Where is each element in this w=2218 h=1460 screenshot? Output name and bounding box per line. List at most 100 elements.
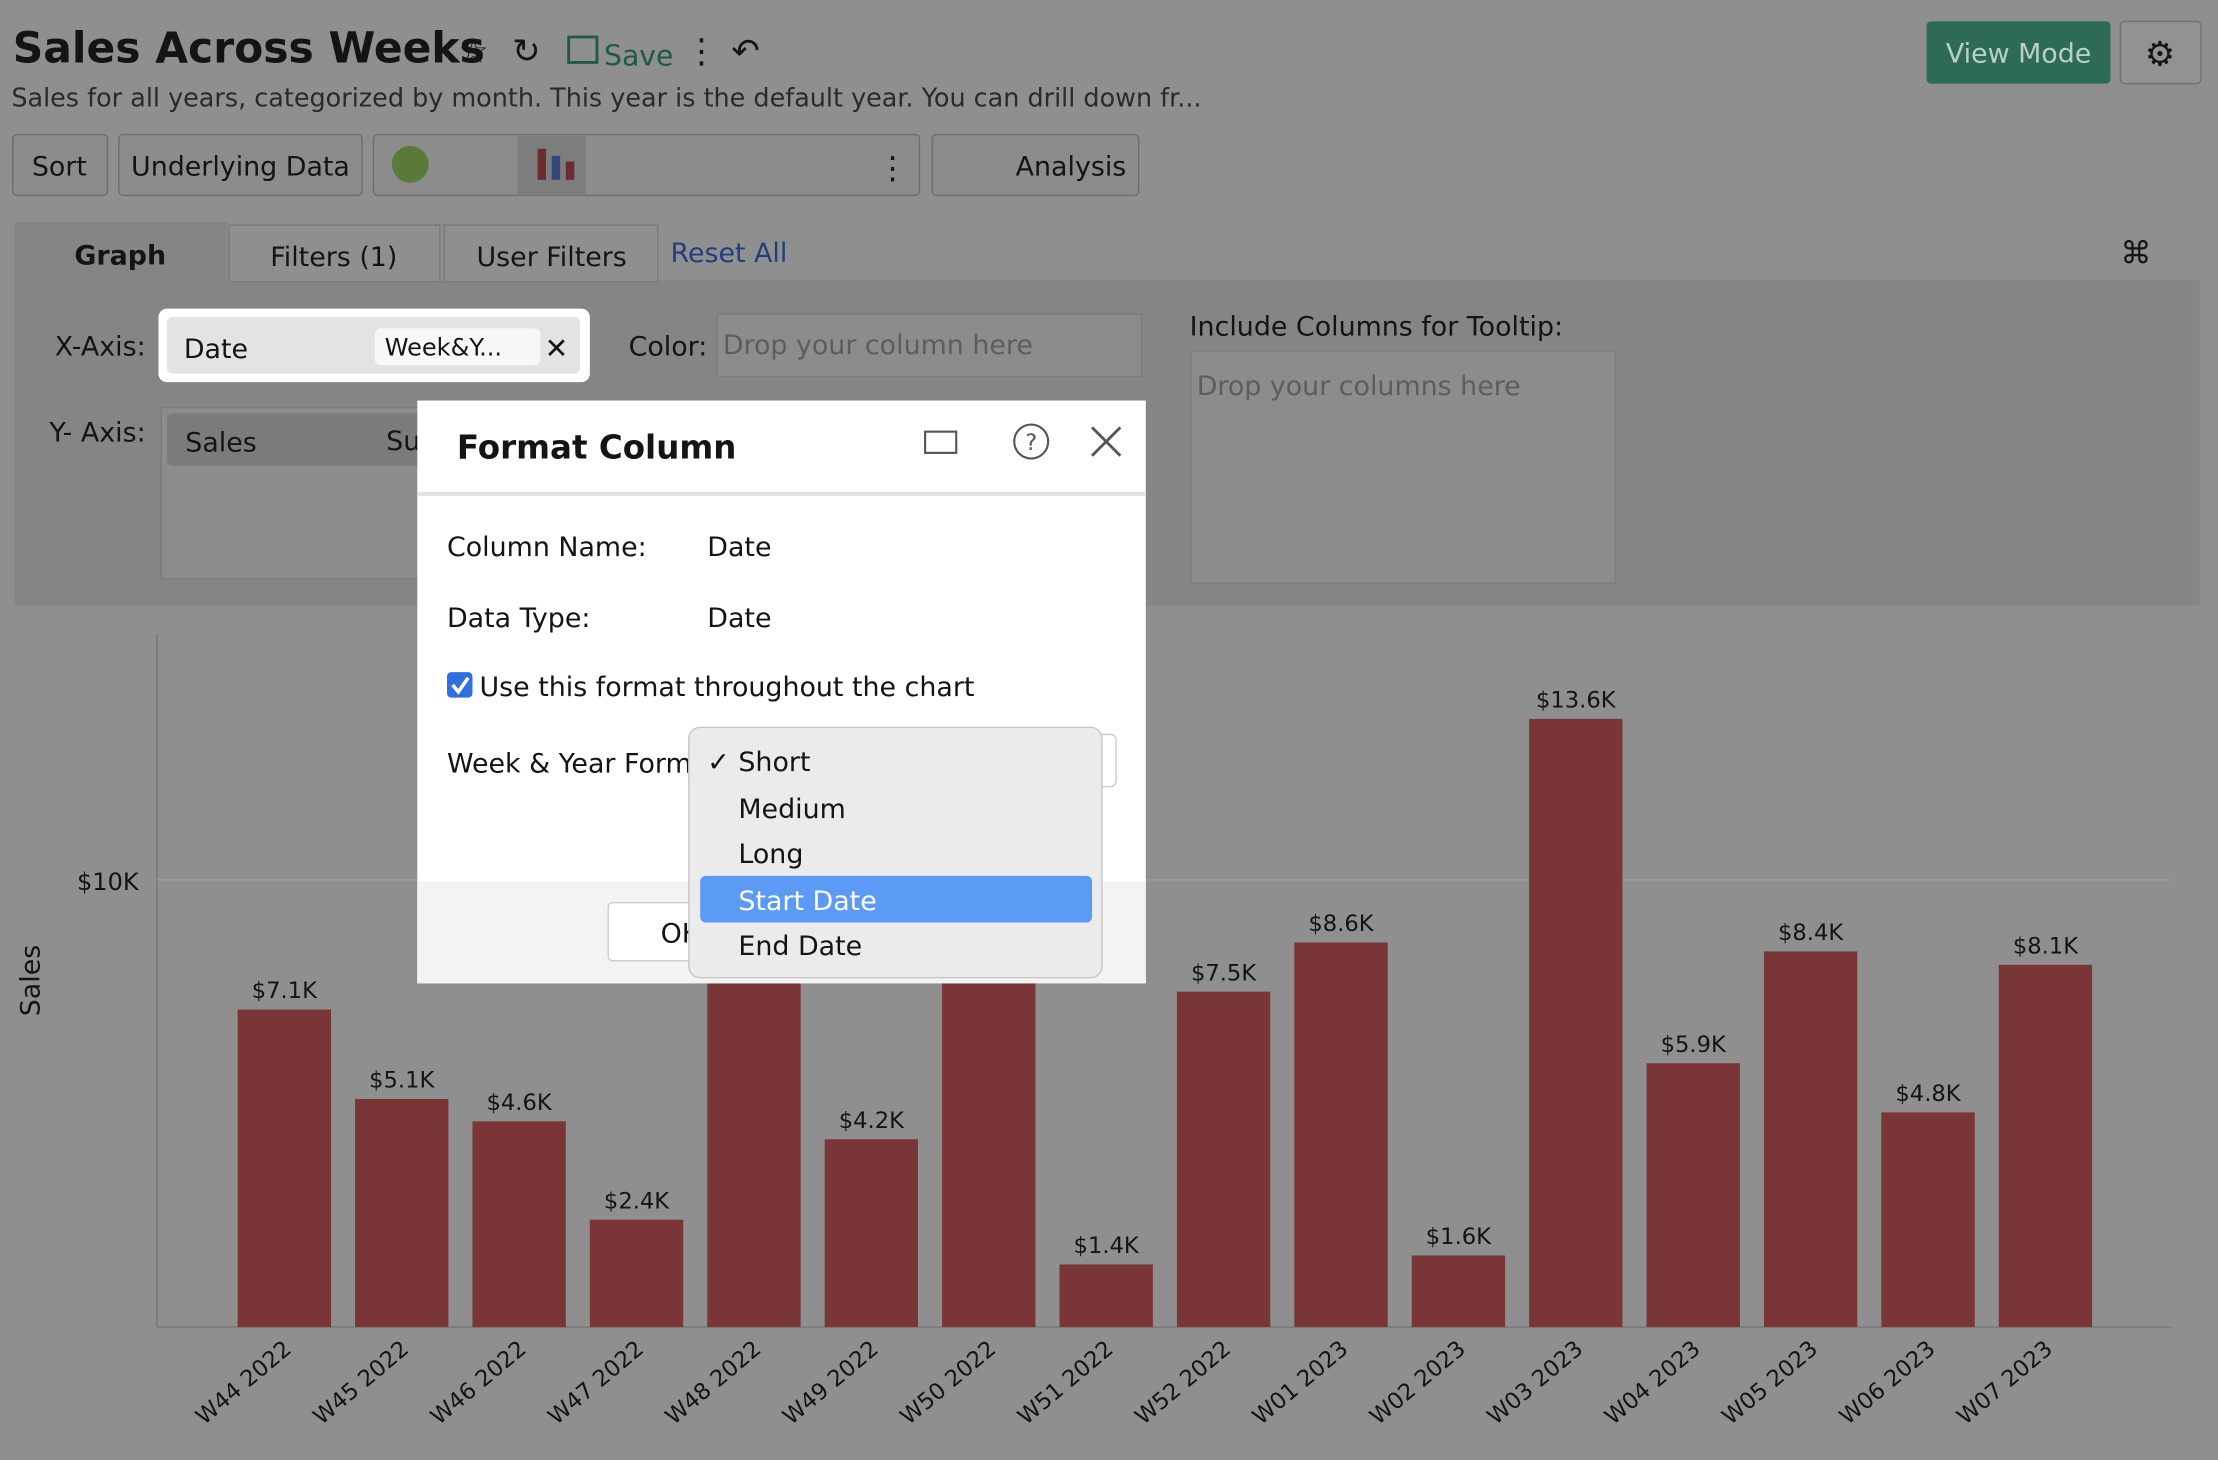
bar [707,924,801,1328]
value-label: $4.2K [839,1108,905,1134]
tab[interactable] [228,224,441,283]
undo-icon[interactable]: ↶ [731,31,759,71]
reset-all[interactable]: Reset All [670,238,787,269]
x-function[interactable]: Week&Y... [385,333,502,361]
option[interactable]: Start Date [738,886,876,917]
view-mode-button[interactable] [1926,21,2111,84]
x-column[interactable]: Date [184,334,248,365]
tab-label[interactable]: Filters (1) [270,242,397,273]
checkbox[interactable] [446,672,473,698]
checkbox-label[interactable]: Use this format throughout the chart [480,672,975,703]
value-label: $4.6K [487,1090,553,1116]
value-label: $2.4K [604,1188,670,1214]
option[interactable]: End Date [738,931,862,962]
format-dialog: Format Column ? Column Name: Date Data T… [417,400,1146,984]
tab-label[interactable]: Graph [74,241,166,272]
format-label: Week & Year Forma [447,749,708,780]
chart-type-bar [372,133,921,197]
sort[interactable]: Sort [32,152,87,183]
bar [237,1009,332,1328]
color-label: Color: [629,331,708,362]
check [451,676,470,695]
video-icon[interactable] [924,430,958,454]
bar [942,924,1036,1328]
bar-icon-part [551,155,561,180]
value-label: $8.6K [1308,911,1374,937]
value-label: $8.4K [1778,920,1844,946]
save[interactable]: Save [604,39,673,72]
value: Date [707,532,771,563]
settings-icon[interactable]: ⚙ [2145,34,2175,74]
y-axis-title: Sales [16,945,47,1016]
bar [1059,1264,1153,1328]
value-label: $4.8K [1895,1081,1961,1107]
option[interactable]: Medium [738,794,845,825]
tooltip-label: Include Columns for Tooltip: [1190,311,1563,342]
value-label: $7.1K [252,978,318,1004]
value: Date [707,603,771,634]
tooltip-drop[interactable] [1190,350,1617,584]
label: Column Name: [447,532,647,563]
toolbar: Sort Underlying Data ⋮ Analysis [12,133,1140,197]
tab[interactable] [14,222,228,282]
help-icon[interactable] [1013,423,1050,460]
refresh-icon[interactable]: ↻ [512,31,540,71]
bar [589,1219,684,1328]
settings-button[interactable] [2119,20,2202,85]
analysis-button[interactable] [931,133,1140,197]
y-axis-label: Y- Axis: [48,418,145,449]
value-label: $7.5K [1191,960,1257,986]
analysis[interactable]: Analysis [1016,152,1127,183]
value-label: $5.9K [1661,1032,1727,1058]
save-icon[interactable] [567,35,599,64]
option[interactable]: Short [738,747,810,778]
pie-icon[interactable] [391,145,429,183]
option[interactable]: Long [738,839,803,870]
sort-button[interactable] [12,133,109,197]
option-highlight [700,875,1093,923]
bar [1998,964,2093,1328]
value-label: $8.1K [2013,934,2079,960]
remove-icon[interactable]: ✕ [545,332,569,365]
y-function[interactable]: Su [386,426,420,457]
bar [1411,1255,1506,1328]
y-column[interactable]: Sales [185,427,257,458]
bar [1529,718,1623,1328]
bar-icon[interactable] [537,148,547,180]
view-mode[interactable]: View Mode [1946,38,2091,69]
function-select[interactable] [374,328,541,366]
bar [1176,991,1271,1328]
underlying-data[interactable]: Underlying Data [131,152,350,183]
tooltip-placeholder: Drop your columns here [1197,371,1521,402]
value-label: $1.6K [1426,1224,1492,1250]
bar [1881,1112,1975,1328]
value-label: $5.1K [369,1068,435,1094]
more-icon[interactable]: ⋮ [685,31,719,71]
bar [1294,942,1388,1328]
bar [1763,951,1858,1328]
tab[interactable] [443,224,659,283]
value-label: $13.6K [1536,688,1617,714]
hierarchy-icon[interactable]: ⌘ [2120,235,2151,271]
underlying-data-button[interactable] [118,133,363,197]
tab-label[interactable]: User Filters [477,242,627,273]
y-tick-label: $10K [77,868,140,896]
more-charts[interactable]: ⋮ [877,150,908,186]
color-placeholder: Drop your column here [723,330,1033,361]
help-mark: ? [1025,430,1037,456]
star-icon[interactable]: ☆ [458,31,488,71]
label: Data Type: [447,603,590,634]
bar [355,1098,449,1328]
bar-icon-part [565,161,575,180]
description: Sales for all years, categorized by mont… [11,83,1201,113]
value-label: $1.4K [1074,1233,1140,1259]
title: Sales Across Weeks [13,24,485,73]
check-mark: ✓ [707,747,730,778]
y-shelf-pill[interactable] [166,413,436,466]
bar [824,1139,919,1328]
color-drop[interactable] [716,313,1143,378]
close-icon[interactable] [1091,426,1122,457]
